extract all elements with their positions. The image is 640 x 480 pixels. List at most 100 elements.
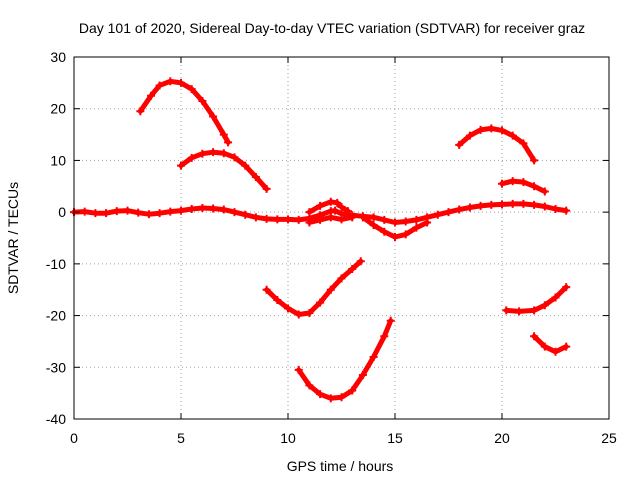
data-point	[337, 393, 346, 402]
data-point	[219, 149, 228, 158]
data-point	[262, 214, 271, 223]
series-line	[137, 78, 231, 145]
data-point	[502, 306, 511, 315]
data-point	[166, 77, 175, 86]
data-point	[198, 204, 207, 213]
data-point	[284, 215, 292, 224]
x-tick-label: 5	[177, 430, 185, 446]
data-point	[444, 208, 453, 217]
data-point	[551, 347, 560, 356]
data-point	[209, 148, 218, 157]
series-arc-1	[136, 77, 233, 147]
series-arc-4	[498, 177, 549, 196]
data-point	[433, 210, 442, 219]
y-tick-label: 30	[50, 49, 66, 65]
data-point	[391, 232, 399, 241]
series-line	[296, 318, 394, 401]
data-point	[487, 124, 496, 133]
data-point	[380, 332, 389, 341]
data-point	[262, 285, 271, 294]
series-line	[531, 333, 569, 355]
data-point	[230, 153, 239, 162]
data-point	[412, 223, 421, 232]
x-tick-label: 10	[280, 430, 296, 446]
data-point	[498, 200, 506, 209]
data-point	[343, 207, 352, 216]
data-point	[508, 131, 517, 140]
data-point	[423, 218, 432, 227]
data-point	[519, 178, 528, 187]
data-point	[294, 215, 303, 224]
data-series	[70, 77, 571, 403]
axis-ticks: 0 5 10 15 20 25 -40 -30 -20 -10 0 10 20 30	[46, 49, 617, 446]
data-point	[530, 200, 539, 209]
data-point	[273, 215, 282, 224]
data-point	[487, 200, 496, 209]
data-point	[337, 202, 346, 211]
data-point	[326, 285, 335, 294]
data-point	[380, 215, 389, 224]
data-point	[519, 139, 528, 148]
data-point	[369, 352, 378, 361]
x-tick-label: 0	[70, 430, 78, 446]
x-tick-label: 25	[601, 430, 617, 446]
data-point	[102, 209, 111, 218]
data-point	[241, 161, 250, 170]
x-axis-label: GPS time / hours	[287, 458, 394, 474]
data-point	[219, 130, 228, 139]
data-point	[219, 205, 228, 214]
data-point	[331, 206, 340, 215]
x-tick-label: 20	[494, 430, 510, 446]
data-point	[401, 217, 410, 226]
data-point	[348, 386, 357, 395]
data-point	[112, 207, 121, 216]
data-point	[91, 209, 100, 218]
data-point	[230, 208, 239, 217]
plot-frame	[73, 56, 610, 420]
data-point	[551, 205, 560, 214]
data-point	[209, 112, 218, 121]
data-point	[519, 199, 528, 208]
data-point	[316, 201, 325, 210]
data-point	[337, 274, 346, 283]
data-point	[498, 126, 506, 135]
data-point	[476, 125, 485, 134]
data-point	[316, 298, 325, 307]
data-point	[224, 138, 233, 147]
data-point	[198, 149, 207, 158]
series-arc-5	[70, 199, 571, 227]
data-point	[144, 210, 153, 219]
data-point	[562, 206, 571, 215]
series-arc-3	[455, 124, 539, 165]
data-point	[187, 85, 196, 94]
data-point	[530, 182, 539, 191]
data-point	[305, 208, 314, 217]
series-line	[503, 284, 569, 314]
data-point	[508, 177, 517, 186]
data-point	[412, 215, 421, 224]
series-arc-9	[262, 257, 365, 319]
data-point	[358, 371, 367, 380]
data-point	[326, 394, 335, 403]
series-arc-8	[358, 213, 432, 241]
data-point	[356, 257, 365, 266]
data-point	[333, 198, 342, 207]
y-tick-label: -30	[46, 359, 66, 375]
data-point	[540, 301, 549, 310]
data-point	[177, 206, 185, 215]
data-point	[155, 81, 164, 90]
y-tick-label: -40	[46, 411, 66, 427]
data-point	[358, 213, 367, 222]
data-point	[177, 78, 185, 87]
data-point	[136, 107, 145, 116]
data-point	[476, 201, 485, 210]
data-point	[455, 205, 464, 214]
data-point	[326, 213, 335, 222]
series-arc-6	[305, 197, 352, 217]
data-point	[316, 215, 325, 224]
data-point	[305, 308, 314, 317]
data-point	[209, 204, 218, 213]
data-point	[123, 206, 132, 215]
series-arc-11	[502, 283, 571, 316]
